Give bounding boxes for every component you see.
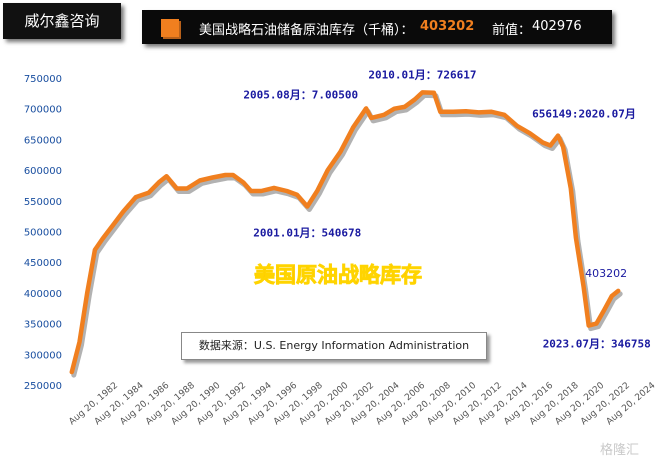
annotation-label: 2001.01月：540678 [253,227,361,240]
annotation-label: 2023.07月：346758 [543,338,651,351]
legend-title-bar: 美国战略石油储备原油库存（千桶）： 403202 前值： 402976 [142,10,612,44]
brand-logo-box: 威尔鑫咨询 [3,3,121,39]
y-tick-label: 600000 [24,166,62,177]
y-tick-label: 250000 [24,381,62,392]
y-tick-label: 450000 [24,258,62,269]
y-tick-label: 350000 [24,320,62,331]
legend-previous-label: 前值： [492,23,532,38]
legend-swatch-icon [161,19,179,37]
chart-title: 美国原油战略库存 [254,263,422,287]
y-tick-label: 750000 [24,74,62,85]
annotation-label: 403202 [585,267,627,280]
watermark-text: 格隆汇 [600,443,640,458]
legend-current-value: 403202 [420,19,475,34]
brand-name: 威尔鑫咨询 [24,12,100,30]
y-tick-label: 300000 [24,350,62,361]
legend-previous-value: 402976 [532,19,582,34]
y-tick-label: 550000 [24,197,62,208]
watermark: 格隆汇 [600,439,639,458]
y-tick-label: 400000 [24,289,62,300]
legend-series-title: 美国战略石油储备原油库存（千桶）： [199,23,414,38]
annotation-label: 2010.01月：726617 [368,68,476,81]
annotation-label: 2005.08月：7.00500 [243,88,358,101]
data-source-text: 数据来源：U.S. Energy Information Administrat… [198,339,470,352]
y-tick-label: 650000 [24,135,62,146]
annotation-label: 656149:2020.07月 [532,108,636,121]
y-tick-label: 700000 [24,105,62,116]
series-line [69,90,621,375]
y-tick-label: 500000 [24,228,62,239]
data-source-box: 数据来源：U.S. Energy Information Administrat… [181,332,487,360]
